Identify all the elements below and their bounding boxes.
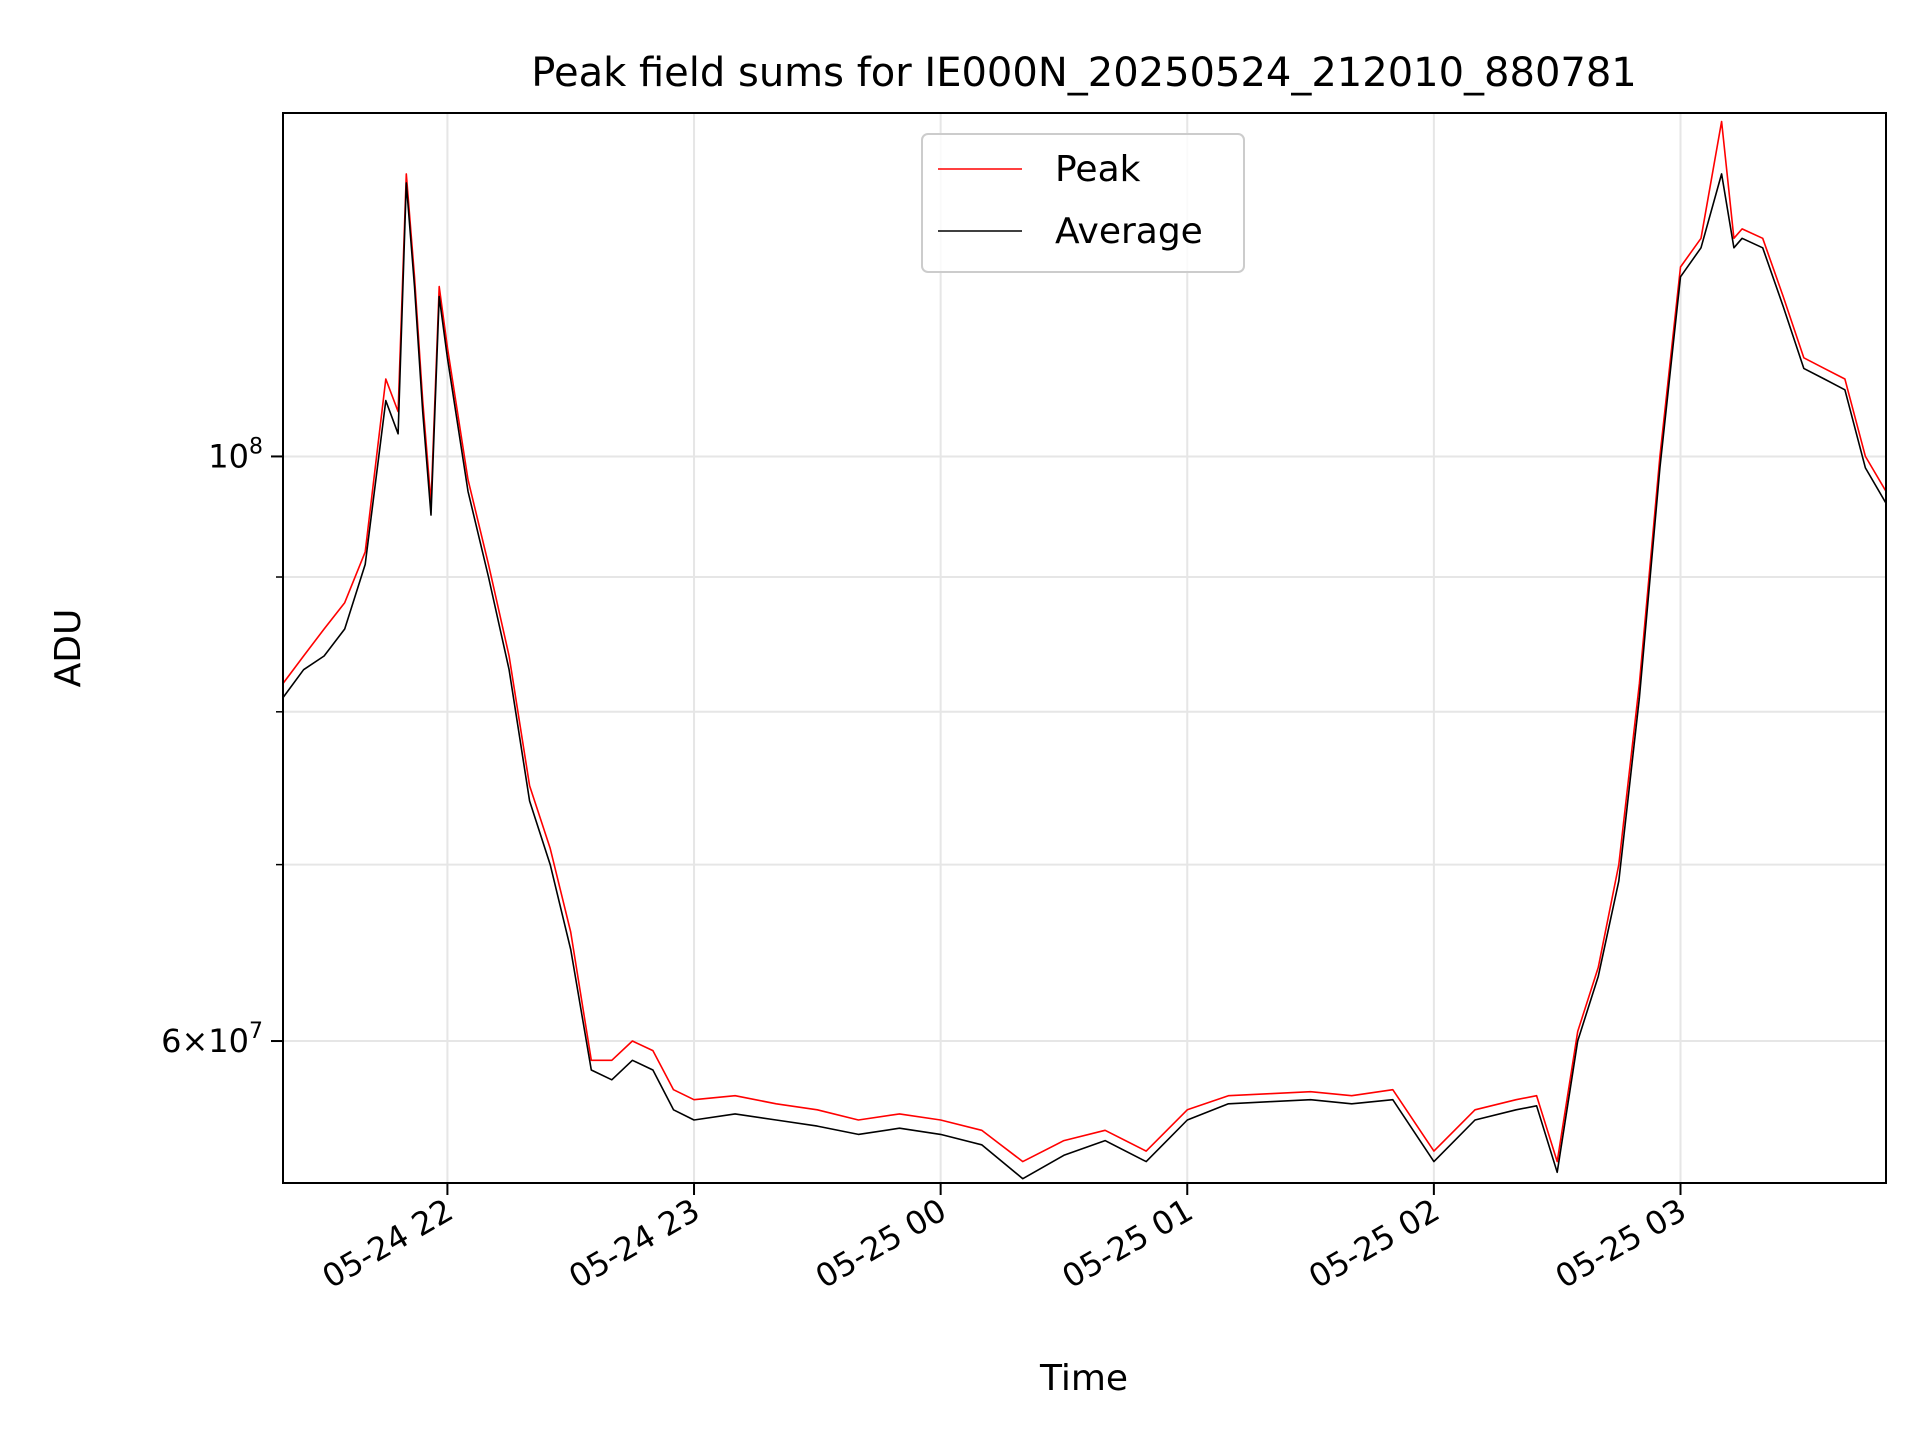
x-axis-label: Time: [1039, 1358, 1128, 1399]
chart-title: Peak field sums for IE000N_20250524_2120…: [531, 50, 1636, 96]
y-tick-label: 108: [208, 434, 263, 475]
legend-label-peak: Peak: [1055, 149, 1141, 190]
legend-label-average: Average: [1055, 211, 1203, 252]
legend: Peak Average: [921, 133, 1245, 273]
y-axis-label: ADU: [48, 609, 89, 688]
plot-area-frame: [282, 112, 1887, 1184]
y-axis: 108 6×107: [161, 434, 283, 1060]
y-tick-label: 6×107: [161, 1019, 263, 1060]
series-layer: [283, 120, 1886, 1180]
series-line-average: [283, 173, 1886, 1180]
